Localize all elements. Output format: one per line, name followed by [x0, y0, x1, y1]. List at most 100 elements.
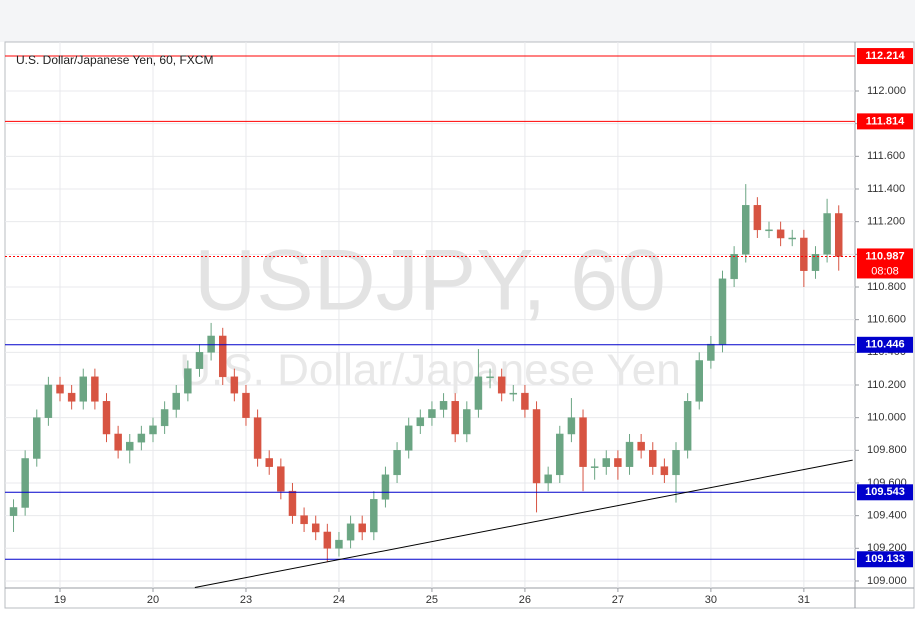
- y-tick-label: 109.800: [867, 444, 907, 456]
- candle-body: [218, 335, 227, 378]
- level-label: 110.446: [865, 339, 904, 351]
- candle-body: [660, 466, 669, 476]
- level-tag: [857, 336, 913, 353]
- candle-body: [9, 507, 18, 516]
- top-bar: [0, 0, 915, 42]
- x-tick-label: 25: [426, 594, 438, 606]
- candle-body: [311, 523, 320, 533]
- last-price-label: 110.987: [865, 250, 904, 262]
- chart-title: U.S. Dollar/Japanese Yen, 60, FXCM: [16, 53, 213, 67]
- x-tick-label: 30: [705, 594, 717, 606]
- level-label: 109.543: [865, 486, 905, 498]
- candle-body: [509, 392, 518, 395]
- level-label: 109.133: [865, 553, 905, 565]
- candle-body: [683, 401, 692, 451]
- level-label: 111.814: [866, 115, 905, 127]
- plot: [5, 55, 855, 589]
- candle-body: [776, 229, 785, 239]
- candle-body: [207, 335, 215, 353]
- candle-body: [567, 417, 576, 435]
- y-tick-label: 110.600: [867, 314, 906, 326]
- candle-body: [381, 474, 390, 500]
- candle-body: [67, 392, 76, 402]
- y-tick-label: 109.200: [867, 542, 907, 554]
- candle-body: [358, 523, 366, 533]
- trend-line: [194, 459, 853, 589]
- grid: [5, 42, 855, 588]
- level-tag: [857, 551, 913, 568]
- candle-body: [579, 417, 587, 467]
- x-tick-label: 24: [333, 594, 345, 606]
- candle-body: [695, 360, 703, 402]
- candle-body: [800, 237, 808, 271]
- candle-body: [590, 466, 599, 468]
- candle-body: [242, 392, 250, 418]
- candle-body: [79, 376, 87, 402]
- candle-body: [486, 376, 494, 379]
- y-tick-label: 110.800: [867, 281, 906, 293]
- candle-body: [439, 401, 448, 410]
- chart-frame: [4, 41, 915, 609]
- candle-body: [416, 417, 425, 427]
- last-price-tag: [857, 248, 913, 279]
- candle-body: [707, 343, 715, 361]
- level-tag: [857, 113, 913, 130]
- y-tick-label: 109.000: [867, 575, 907, 587]
- candle-body: [497, 376, 506, 394]
- candle-body: [137, 433, 146, 443]
- level-label: 112.214: [865, 50, 905, 62]
- candle-body: [44, 384, 53, 418]
- level-tag: [857, 484, 913, 501]
- y-tick-label: 111.600: [867, 150, 905, 162]
- candle-body: [160, 409, 169, 427]
- candle-body: [463, 409, 471, 435]
- candle-body: [393, 450, 401, 476]
- candle-body: [718, 278, 727, 345]
- candle-body: [335, 539, 343, 549]
- x-tick-label: 23: [240, 594, 252, 606]
- level-tag: [857, 48, 913, 65]
- candle-body: [474, 376, 483, 410]
- candle-body: [184, 368, 192, 394]
- candle-body: [126, 441, 134, 451]
- candle-body: [451, 401, 459, 435]
- candle-body: [823, 213, 831, 255]
- candle-body: [765, 229, 773, 232]
- y-tick-label: 111.400: [867, 183, 905, 195]
- candle-body: [788, 237, 796, 240]
- candle-body: [625, 441, 634, 467]
- candle-body: [114, 433, 122, 451]
- candle-body: [346, 523, 355, 541]
- candle-body: [753, 205, 762, 231]
- candle-body: [742, 205, 750, 255]
- candle-body: [288, 490, 297, 516]
- candle-body: [195, 352, 204, 369]
- candle-body: [102, 401, 111, 435]
- candle-body: [230, 376, 239, 394]
- candle-body: [602, 458, 611, 467]
- candle-body: [730, 254, 738, 280]
- candle-body: [544, 474, 552, 484]
- candle-body: [277, 466, 285, 492]
- candle-body: [265, 458, 273, 467]
- candle-body: [532, 409, 541, 484]
- y-tick-label: 110.000: [867, 412, 906, 424]
- candle-body: [614, 458, 622, 467]
- candle-body: [172, 392, 180, 410]
- watermark-sub: U.S. Dollar/Japanese Yen: [179, 346, 680, 395]
- x-tick-label: 20: [147, 594, 159, 606]
- candle-body: [672, 450, 680, 476]
- candle-body: [521, 392, 529, 410]
- candle-body: [649, 450, 657, 467]
- x-tick-label: 26: [519, 594, 531, 606]
- x-tick-label: 27: [612, 594, 624, 606]
- candle-body: [811, 254, 820, 271]
- candle-body: [149, 425, 157, 435]
- watermark: USDJPY, 60: [194, 233, 666, 329]
- candle-body: [370, 499, 378, 533]
- x-tick-label: 19: [54, 594, 66, 606]
- candle-body: [91, 376, 99, 402]
- candle-body: [834, 213, 843, 257]
